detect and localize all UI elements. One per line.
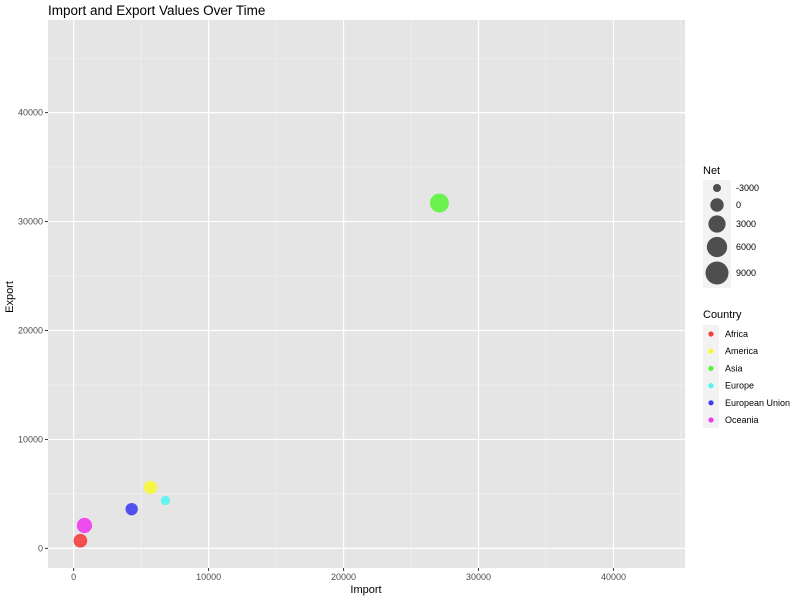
x-tick-label: 40000 [601, 572, 626, 582]
color-legend-label: Europe [725, 381, 754, 391]
y-tick-label: 30000 [18, 217, 43, 227]
grid-lines [48, 20, 685, 568]
color-legend-label: European Union [725, 398, 790, 408]
data-point [76, 517, 93, 534]
color-legend-key [708, 417, 714, 423]
size-legend-label: -3000 [736, 183, 759, 193]
axis-ticks: 0 10000 20000 30000 40000 0 10000 20000 30000 400… [18, 108, 626, 582]
color-legend: Country Africa America Asia Europe European U… [703, 309, 790, 428]
size-legend-label: 0 [736, 200, 741, 210]
size-legend-key [713, 184, 721, 192]
x-tick-label: 30000 [466, 572, 491, 582]
color-legend-label: America [725, 346, 758, 356]
x-tick-label: 20000 [331, 572, 356, 582]
data-point [143, 480, 158, 495]
size-legend-title: Net [703, 165, 720, 177]
size-legend-key [706, 236, 728, 258]
size-legend-key [705, 261, 729, 285]
size-legend: Net -3000 0 3000 6000 9000 [703, 165, 759, 288]
data-point [429, 193, 449, 213]
y-tick-label: 10000 [18, 434, 43, 444]
x-tick-label: 10000 [196, 572, 221, 582]
color-legend-key-background [703, 325, 719, 428]
y-tick-label: 40000 [18, 108, 43, 118]
size-legend-key [708, 215, 726, 233]
data-point [125, 502, 138, 516]
y-tick-label: 20000 [18, 325, 43, 335]
plot-panel [48, 20, 685, 568]
size-legend-label: 3000 [736, 219, 756, 229]
panel-background [48, 20, 685, 568]
size-legend-label: 6000 [736, 242, 756, 252]
color-legend-label: Africa [725, 329, 748, 339]
data-point [73, 533, 88, 548]
data-points [73, 193, 449, 548]
color-legend-key [708, 331, 714, 337]
data-point [160, 495, 171, 506]
color-legend-key [708, 348, 714, 354]
y-axis-label: Export [4, 281, 16, 313]
color-legend-label: Oceania [725, 415, 759, 425]
color-legend-key [708, 365, 714, 371]
y-tick-label: 0 [38, 543, 43, 553]
size-legend-key [710, 198, 724, 212]
color-legend-label: Asia [725, 363, 743, 373]
x-axis-label: Import [350, 584, 381, 596]
color-legend-title: Country [703, 309, 742, 321]
color-legend-key [708, 400, 714, 406]
size-legend-label: 9000 [736, 268, 756, 278]
color-legend-key [708, 383, 714, 389]
chart-title: Import and Export Values Over Time [48, 3, 265, 18]
x-tick-label: 0 [71, 572, 76, 582]
